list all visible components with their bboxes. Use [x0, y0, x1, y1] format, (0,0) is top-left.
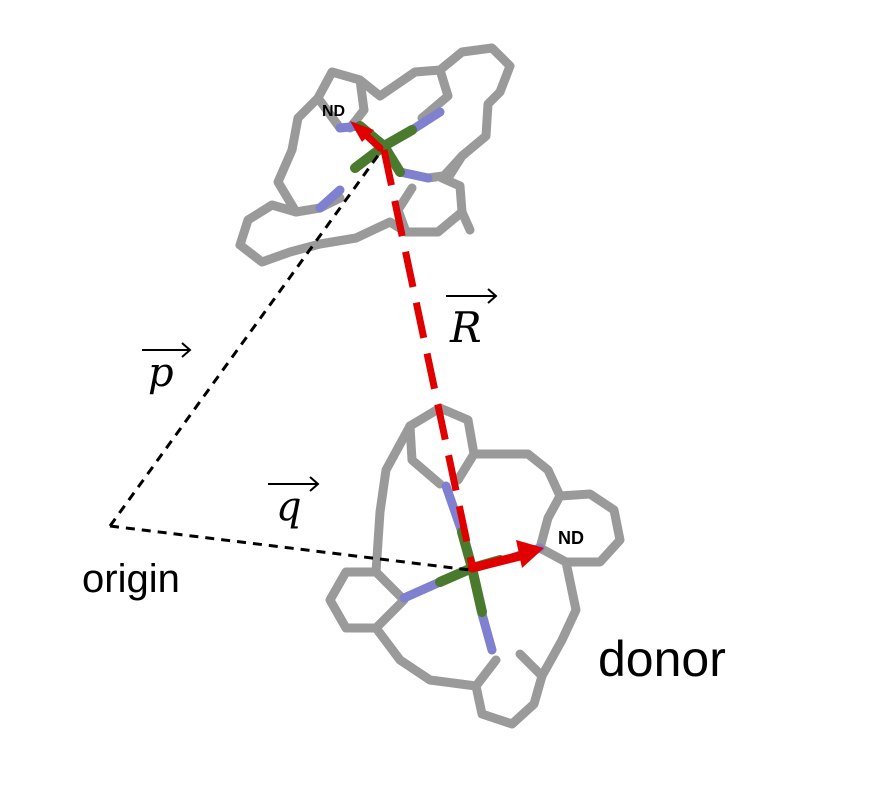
acceptor-molecule: ND [235, 43, 515, 267]
origin-label: origin [82, 557, 180, 601]
p-vector-label: p [142, 342, 192, 396]
acceptor-dipole-arrow [350, 121, 384, 152]
p-label-text: p [148, 350, 174, 396]
q-label-text: q [276, 484, 302, 530]
q-vector-dashed [109, 524, 471, 572]
r-vector-label: R [446, 288, 498, 352]
q-vector-label: q [268, 476, 320, 530]
acceptor-nitrogen-bonds [315, 107, 445, 213]
acceptor-nd-label: ND [322, 103, 345, 120]
donor-label: donor [598, 631, 726, 687]
donor-dipole-arrow [467, 540, 544, 573]
p-vector-dashed [108, 149, 384, 527]
donor-carbon-skeleton [325, 403, 625, 729]
r-label-text: R [449, 303, 482, 352]
donor-nd-label: ND [558, 528, 584, 548]
r-vector-dashed [380, 149, 476, 567]
